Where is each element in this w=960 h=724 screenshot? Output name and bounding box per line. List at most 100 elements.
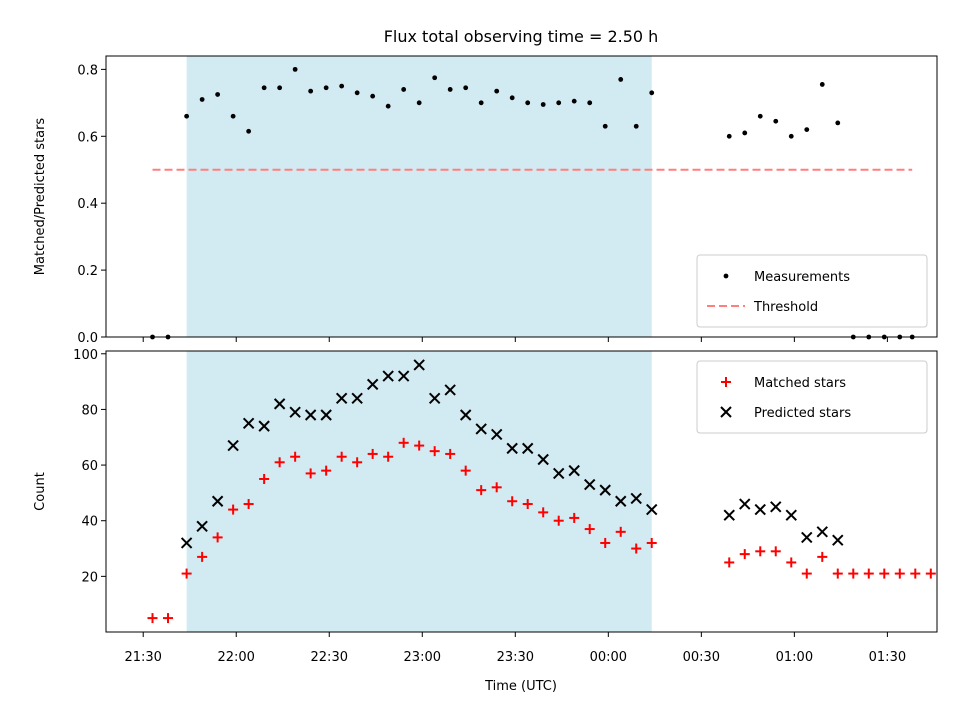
matched-stars-point bbox=[646, 537, 657, 548]
predicted-stars-point bbox=[382, 370, 394, 382]
measurements-point bbox=[540, 102, 546, 107]
matched-stars-point bbox=[600, 537, 611, 548]
matched-stars-point bbox=[491, 482, 502, 493]
x-tick-label: 22:30 bbox=[311, 650, 348, 665]
predicted-stars-point bbox=[553, 467, 565, 480]
predicted-stars-point bbox=[273, 398, 286, 410]
measurements-point bbox=[354, 90, 360, 96]
matched-stars-point bbox=[383, 451, 394, 462]
predicted-stars-point bbox=[832, 534, 844, 546]
x-tick-label: 23:30 bbox=[497, 650, 534, 665]
matched-stars-point bbox=[243, 499, 254, 510]
matched-stars-point bbox=[147, 613, 158, 624]
predicted-stars-point bbox=[770, 501, 782, 513]
legend-box bbox=[696, 254, 928, 328]
top-panel-legend: Measurements Threshold bbox=[696, 254, 928, 328]
measurements-point bbox=[556, 100, 562, 106]
measurements-point bbox=[370, 93, 376, 99]
matched-stars-point bbox=[755, 546, 766, 557]
measurements-point bbox=[215, 92, 221, 97]
y-tick-label: 0.8 bbox=[77, 63, 98, 78]
x-tick-label: 21:30 bbox=[124, 650, 161, 665]
bottom-panel-legend: Matched stars Predicted stars bbox=[696, 360, 928, 434]
matched-stars-point bbox=[925, 568, 936, 579]
y-tick-label: 0.6 bbox=[77, 130, 98, 145]
matched-stars-point bbox=[460, 465, 471, 476]
top-panel-shade bbox=[186, 56, 652, 337]
measurements-point bbox=[773, 118, 779, 124]
matched-stars-point bbox=[569, 512, 580, 523]
measurements-point bbox=[819, 82, 825, 87]
matched-stars-point bbox=[445, 448, 456, 459]
bottom-panel-ylabel: Count bbox=[33, 472, 48, 511]
y-tick-label: 0.4 bbox=[77, 197, 98, 212]
x-tick-label: 22:00 bbox=[217, 650, 254, 665]
matched-stars-point bbox=[631, 543, 642, 554]
matched-stars-point bbox=[817, 551, 828, 562]
matched-stars-point bbox=[522, 499, 533, 510]
matched-stars-point bbox=[290, 451, 301, 462]
matched-stars-point bbox=[801, 568, 812, 579]
predicted-stars-point bbox=[351, 392, 363, 405]
predicted-stars-point bbox=[335, 392, 348, 405]
predicted-stars-point bbox=[739, 498, 751, 510]
predicted-stars-point bbox=[754, 503, 766, 516]
matched-stars-point bbox=[538, 507, 549, 518]
measurements-point bbox=[416, 100, 422, 106]
y-tick-label: 80 bbox=[81, 403, 98, 418]
predicted-stars-point bbox=[630, 492, 642, 505]
matched-stars-point bbox=[476, 485, 487, 496]
matched-stars-point bbox=[584, 524, 595, 535]
measurements-point bbox=[199, 97, 205, 102]
y-tick-label: 0.0 bbox=[77, 331, 98, 346]
legend-marker bbox=[721, 377, 731, 387]
measurements-point bbox=[602, 123, 608, 129]
measurements-point bbox=[401, 87, 407, 92]
matched-stars-point bbox=[274, 457, 285, 468]
y-tick-label: 40 bbox=[81, 515, 98, 530]
matched-stars-point bbox=[910, 568, 921, 579]
y-tick-label: 100 bbox=[73, 348, 98, 363]
predicted-stars-point bbox=[242, 417, 255, 430]
measurements-point bbox=[292, 66, 298, 72]
predicted-stars-point bbox=[459, 409, 472, 421]
legend-label: Predicted stars bbox=[754, 406, 851, 421]
matched-stars-point bbox=[879, 568, 890, 579]
measurements-point bbox=[633, 123, 639, 129]
measurements-point bbox=[339, 83, 345, 89]
bottom-panel: 20 40 60 80 100 Count Matched stars Predicted… bbox=[33, 348, 938, 637]
measurements-point bbox=[571, 98, 577, 104]
y-tick-label: 60 bbox=[81, 459, 98, 474]
measurements-point bbox=[788, 133, 794, 139]
predicted-stars-point bbox=[646, 503, 658, 516]
matched-stars-point bbox=[336, 451, 347, 462]
legend-marker bbox=[723, 273, 729, 279]
predicted-stars-point bbox=[521, 442, 534, 455]
measurements-point bbox=[323, 85, 329, 91]
predicted-stars-point bbox=[785, 509, 797, 521]
chart-title: Flux total observing time = 2.50 h bbox=[384, 27, 659, 46]
x-axis: 21:30 22:00 22:30 23:00 23:30 00:00 00:30 01:00… bbox=[124, 650, 906, 665]
predicted-stars-point bbox=[413, 359, 425, 371]
x-tick-label: 00:30 bbox=[683, 650, 720, 665]
y-tick-label: 20 bbox=[81, 570, 98, 585]
predicted-stars-point bbox=[801, 531, 813, 544]
matched-stars-point bbox=[615, 526, 626, 537]
predicted-stars-point bbox=[304, 409, 317, 421]
legend-label: Threshold bbox=[753, 300, 818, 315]
measurements-point bbox=[277, 85, 283, 91]
matched-stars-point bbox=[739, 549, 750, 560]
predicted-stars-point bbox=[475, 423, 487, 435]
x-tick-label: 23:00 bbox=[404, 650, 441, 665]
predicted-stars-point bbox=[816, 526, 828, 538]
predicted-stars-point bbox=[615, 495, 627, 507]
measurements-point bbox=[385, 103, 391, 109]
predicted-stars-point bbox=[723, 509, 735, 521]
x-tick-label: 00:00 bbox=[590, 650, 627, 665]
x-tick-label: 01:30 bbox=[869, 650, 906, 665]
predicted-stars-point bbox=[428, 392, 441, 405]
matched-stars-point bbox=[181, 568, 192, 579]
matched-stars-point bbox=[321, 465, 332, 476]
predicted-stars-point bbox=[506, 442, 518, 455]
predicted-stars-point bbox=[227, 439, 239, 452]
